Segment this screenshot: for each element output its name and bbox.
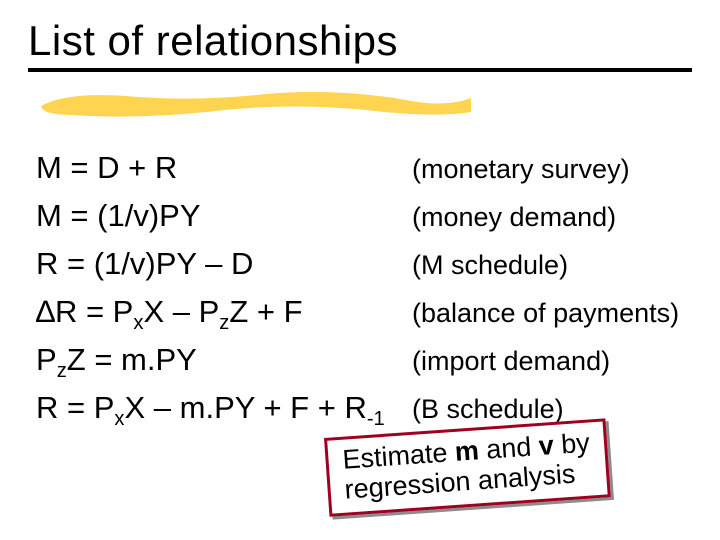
equation-description: (monetary survey)	[412, 154, 630, 185]
equation-description: (import demand)	[412, 346, 610, 377]
equation-row: R = (1/v)PY – D(M schedule)	[36, 246, 684, 292]
callout-l1-post: by	[553, 428, 591, 460]
equation: R = PxX – m.PY + F + R-1	[36, 390, 412, 426]
slide-title: List of relationships	[28, 18, 692, 64]
equation-row: M = D + R(monetary survey)	[36, 150, 684, 196]
equation-row: M = (1/v)PY(money demand)	[36, 198, 684, 244]
equation: ∆R = PxX – PzZ + F	[36, 294, 412, 330]
equation-list: M = D + R(monetary survey)M = (1/v)PY(mo…	[36, 150, 684, 438]
title-underline	[28, 68, 692, 72]
equation-description: (balance of payments)	[412, 298, 679, 329]
callout-l1-b1: m	[454, 435, 480, 467]
equation: R = (1/v)PY – D	[36, 246, 412, 282]
title-block: List of relationships	[28, 18, 692, 72]
equation-description: (money demand)	[412, 202, 616, 233]
equation: M = (1/v)PY	[36, 198, 412, 234]
equation: M = D + R	[36, 150, 412, 186]
callout-l1-mid: and	[478, 431, 540, 465]
equation-row: ∆R = PxX – PzZ + F(balance of payments)	[36, 294, 684, 340]
equation-row: PzZ = m.PY(import demand)	[36, 342, 684, 388]
highlight-stroke	[36, 86, 476, 118]
equation-description: (M schedule)	[412, 250, 568, 281]
equation: PzZ = m.PY	[36, 342, 412, 378]
highlight-path	[41, 92, 471, 117]
equation-description: (B schedule)	[412, 394, 564, 425]
